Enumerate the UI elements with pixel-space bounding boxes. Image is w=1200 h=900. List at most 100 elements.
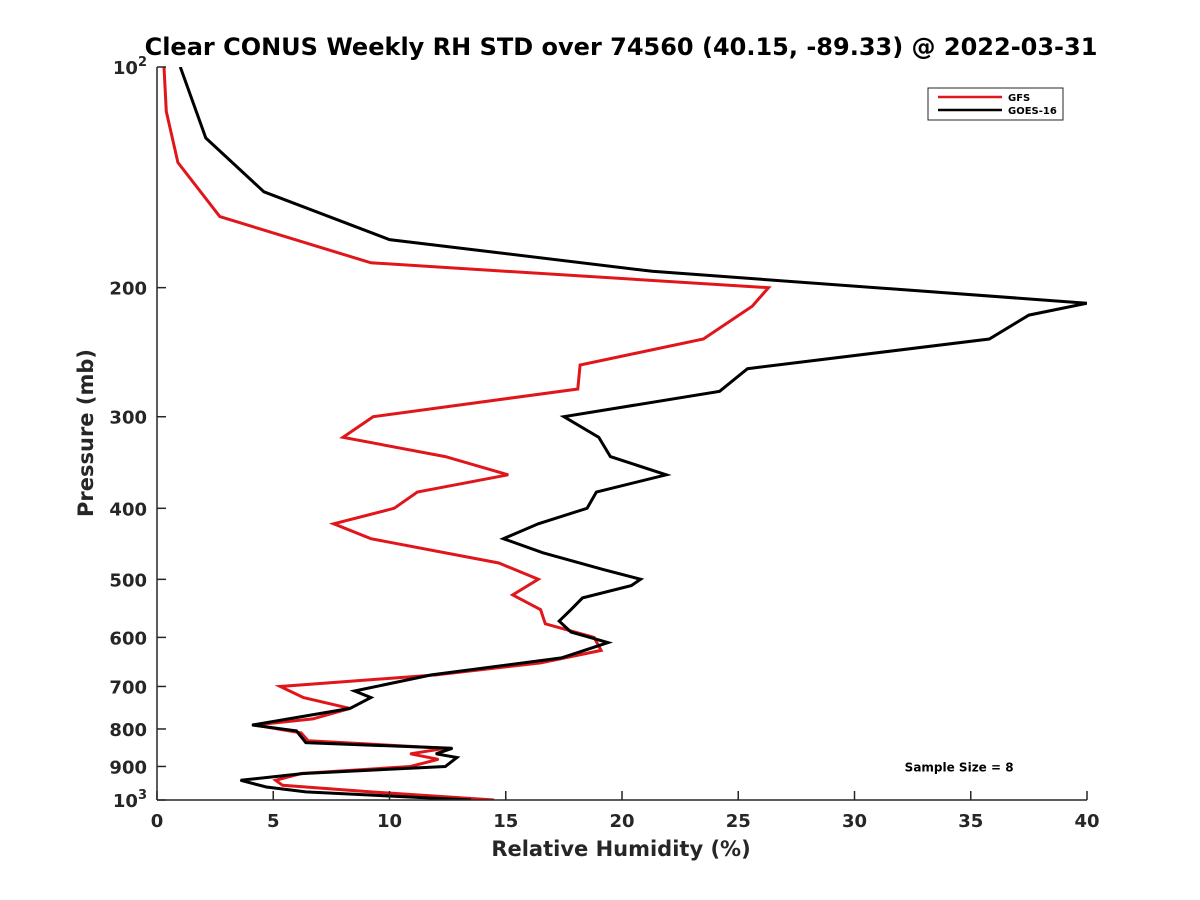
y-tick-label: 500 xyxy=(109,570,147,591)
clip-series xyxy=(162,67,1087,800)
x-tick-label: 15 xyxy=(493,811,518,832)
legend: GFS GOES-16 xyxy=(927,87,1064,121)
data-point-gfs xyxy=(544,623,547,625)
data-point-goes-16 xyxy=(595,491,598,493)
data-point-goes-16 xyxy=(558,620,560,622)
data-point-goes-16 xyxy=(746,367,749,370)
data-point-goes-16 xyxy=(435,753,437,755)
y-tick-label: 103 xyxy=(113,788,147,812)
x-axis-label: Relative Humidity (%) xyxy=(491,837,750,861)
data-point-gfs xyxy=(507,474,509,476)
y-tick-label: 900 xyxy=(109,757,147,778)
data-point-gfs xyxy=(537,578,540,581)
data-point-gfs xyxy=(579,364,581,366)
data-point-goes-16 xyxy=(353,690,356,692)
y-axis-label: Pressure (mb) xyxy=(74,349,98,517)
data-point-goes-16 xyxy=(607,641,609,644)
data-point-goes-16 xyxy=(179,67,182,68)
x-tick-label: 30 xyxy=(842,811,867,832)
data-point-goes-16 xyxy=(388,238,391,241)
data-point-goes-16 xyxy=(1028,314,1030,316)
data-point-gfs xyxy=(539,608,542,611)
data-point-goes-16 xyxy=(718,390,721,393)
data-point-goes-16 xyxy=(451,747,454,750)
data-point-gfs xyxy=(281,784,284,787)
data-point-goes-16 xyxy=(581,597,584,599)
data-point-gfs xyxy=(393,507,395,510)
data-point-goes-16 xyxy=(598,436,600,439)
data-point-gfs xyxy=(511,594,514,596)
data-point-gfs xyxy=(416,491,419,493)
data-point-goes-16 xyxy=(205,137,207,139)
data-point-goes-16 xyxy=(502,537,505,540)
data-point-goes-16 xyxy=(563,415,565,418)
data-point-goes-16 xyxy=(349,707,351,710)
data-point-goes-16 xyxy=(430,674,433,676)
data-point-goes-16 xyxy=(630,584,633,587)
data-point-gfs xyxy=(437,758,440,761)
data-point-goes-16 xyxy=(444,765,447,768)
data-point-gfs xyxy=(409,753,412,755)
data-point-goes-16 xyxy=(639,578,642,581)
y-tick-label: 200 xyxy=(109,279,147,300)
x-tick-label: 5 xyxy=(267,811,280,832)
y-tick-label: 102 xyxy=(113,55,147,79)
data-point-gfs xyxy=(372,415,375,418)
data-point-goes-16 xyxy=(263,191,265,193)
data-point-goes-16 xyxy=(988,338,991,340)
data-point-gfs xyxy=(332,523,335,525)
legend-label-goes-16: GOES-16 xyxy=(1008,106,1057,117)
data-point-goes-16 xyxy=(542,552,544,554)
data-point-gfs xyxy=(444,455,447,458)
data-point-gfs xyxy=(600,649,602,652)
y-tick-label: 300 xyxy=(109,408,147,429)
data-point-gfs xyxy=(274,779,277,782)
x-tick-label: 35 xyxy=(958,811,983,832)
data-point-goes-16 xyxy=(251,724,254,726)
data-point-gfs xyxy=(307,739,309,742)
series-line-goes-16 xyxy=(178,67,1087,800)
data-point-gfs xyxy=(219,215,221,218)
chart-title: Clear CONUS Weekly RH STD over 74560 (40… xyxy=(145,33,1098,61)
data-point-gfs xyxy=(751,305,753,308)
x-tick-label: 25 xyxy=(726,811,751,832)
data-point-goes-16 xyxy=(570,631,572,633)
data-point-gfs xyxy=(370,262,372,264)
y-axis: 102 200 300 400 500 600 700 800 900 103 xyxy=(109,55,166,812)
data-point-gfs xyxy=(300,732,302,734)
data-point-gfs xyxy=(165,110,168,113)
data-point-gfs xyxy=(342,436,344,439)
legend-box xyxy=(927,87,1064,121)
data-point-goes-16 xyxy=(295,730,298,732)
data-point-gfs xyxy=(539,662,542,664)
data-point-goes-16 xyxy=(537,523,540,525)
data-point-goes-16 xyxy=(305,741,307,744)
data-point-goes-16 xyxy=(560,657,563,659)
sample-size-annotation: Sample Size = 8 xyxy=(905,760,1014,774)
data-point-goes-16 xyxy=(239,779,242,782)
data-point-goes-16 xyxy=(370,696,372,699)
x-tick-label: 20 xyxy=(609,811,634,832)
data-point-goes-16 xyxy=(265,786,268,788)
data-point-gfs xyxy=(177,161,179,164)
data-point-gfs xyxy=(702,338,705,340)
data-point-goes-16 xyxy=(665,474,667,476)
data-point-goes-16 xyxy=(305,791,307,793)
data-point-gfs xyxy=(767,286,770,289)
data-point-goes-16 xyxy=(602,568,605,571)
data-point-goes-16 xyxy=(456,756,458,759)
data-point-goes-16 xyxy=(651,270,653,273)
y-tick-label: 600 xyxy=(109,628,147,649)
y-tick-label: 400 xyxy=(109,499,147,520)
legend-label-gfs: GFS xyxy=(1008,93,1030,104)
data-point-gfs xyxy=(279,685,282,688)
x-tick-label: 10 xyxy=(377,811,402,832)
data-point-gfs xyxy=(302,696,305,699)
data-point-goes-16 xyxy=(586,507,588,510)
y-tick-label: 700 xyxy=(109,677,147,698)
data-point-goes-16 xyxy=(570,608,572,611)
data-point-gfs xyxy=(370,791,372,793)
data-point-goes-16 xyxy=(1086,302,1087,304)
